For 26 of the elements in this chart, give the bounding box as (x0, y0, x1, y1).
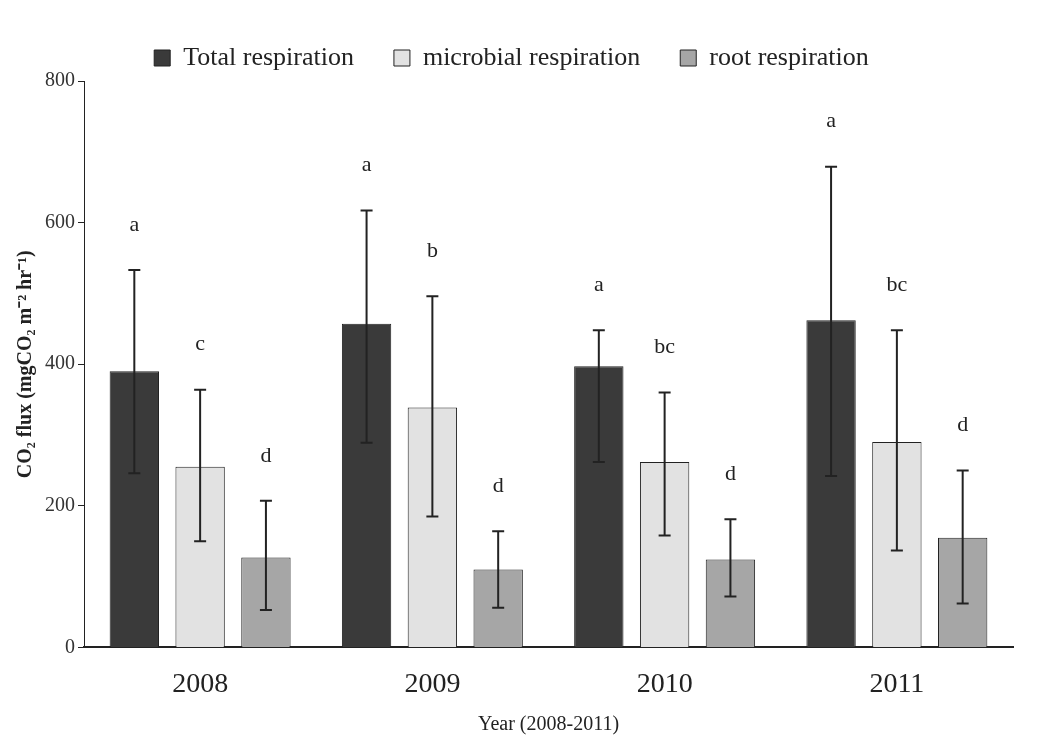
x-tick-label: 2010 (636, 666, 693, 698)
legend-label: microbial respiration (422, 41, 641, 71)
annotation: a (361, 151, 372, 177)
annotation: c (195, 330, 206, 356)
y-tick-label: 400 (45, 351, 75, 374)
annotation: b (426, 237, 438, 263)
x-axis-title: Year (2008-2011) (477, 712, 620, 736)
y-axis-title: CO₂ flux (mgCO₂ m⁻² hr⁻¹) (13, 250, 37, 479)
legend-label: root respiration (709, 41, 869, 71)
y-tick-label: 200 (45, 493, 75, 516)
annotation: a (826, 107, 837, 133)
y-tick-label: 0 (65, 634, 75, 657)
annotation: d (260, 441, 272, 467)
legend-label: Total respiration (183, 41, 354, 71)
y-tick-label: 600 (45, 209, 75, 232)
annotation: bc (886, 271, 908, 296)
annotation: d (724, 460, 736, 486)
annotation: d (957, 411, 969, 437)
x-tick-label: 2008 (172, 666, 229, 698)
annotation: bc (654, 333, 676, 359)
annotation: a (593, 271, 604, 296)
x-tick-label: 2009 (404, 666, 461, 698)
annotation: a (129, 210, 140, 236)
x-tick-label: 2011 (869, 666, 925, 698)
annotation: d (492, 472, 504, 498)
y-tick-label: 800 (45, 68, 75, 91)
